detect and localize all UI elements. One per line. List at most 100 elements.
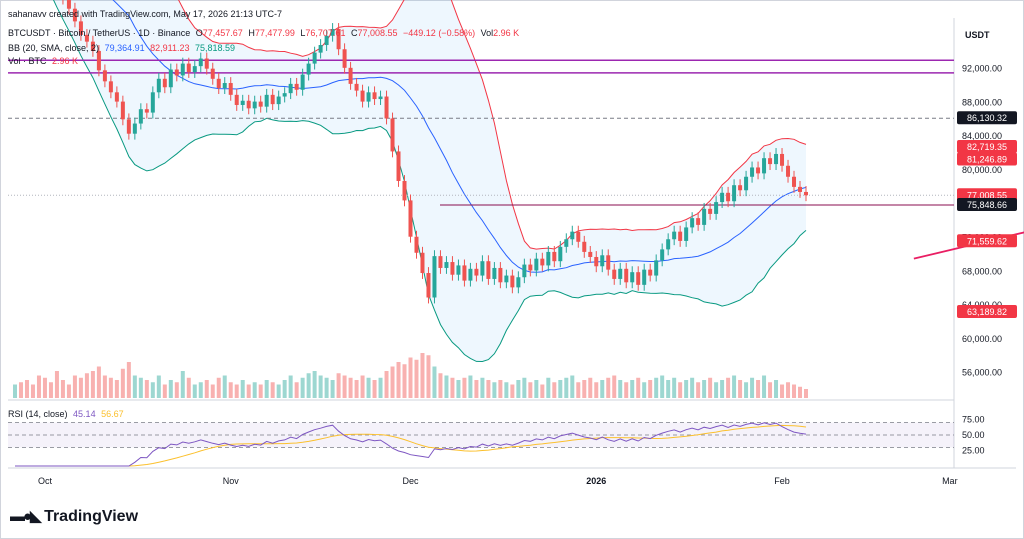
vol-indicator-label: Vol · BTC [8, 56, 47, 66]
rsi-label: RSI (14, close) [8, 409, 68, 419]
x-tick-label: 2026 [586, 476, 606, 486]
candle-body [564, 239, 569, 247]
candle-body [660, 249, 665, 261]
y-tick-label: 80,000.00 [962, 165, 1002, 175]
volume-bar [582, 380, 587, 398]
volume-bar [210, 384, 215, 398]
candle-body [540, 258, 545, 266]
candle-body [528, 264, 533, 271]
candle-body [240, 100, 245, 105]
volume-bar [480, 377, 485, 398]
volume-bar [324, 377, 329, 398]
volume-bar [462, 377, 467, 398]
volume-bar [372, 380, 377, 398]
rsi-tick-label: 25.00 [962, 446, 985, 456]
volume-bar [498, 380, 503, 398]
candle-body [360, 90, 365, 102]
volume-bar [174, 382, 179, 398]
volume-bar [432, 366, 437, 398]
candle-body [438, 256, 443, 268]
volume-bar [780, 384, 785, 398]
candle-body [132, 123, 137, 134]
candle-body [714, 202, 719, 214]
candle-body [684, 227, 689, 241]
price-tag-label: 75,848.66 [967, 200, 1007, 210]
candle-body [756, 167, 761, 174]
candle-body [396, 151, 401, 181]
candle-body [768, 158, 773, 165]
volume-bar [36, 375, 41, 398]
volume-bar [84, 373, 89, 398]
candle-body [804, 191, 808, 196]
volume-bar [702, 380, 707, 398]
candle-body [480, 261, 485, 276]
rsi-legend[interactable]: RSI (14, close) 45.14 56.67 [8, 409, 127, 419]
candle-body [606, 255, 611, 270]
candle-body [624, 268, 629, 283]
volume-bar [78, 377, 83, 398]
candle-body [522, 264, 527, 278]
volume-bar [468, 375, 473, 398]
y-tick-label: 56,000.00 [962, 368, 1002, 378]
candle-body [618, 268, 623, 279]
candle-body [270, 94, 275, 105]
volume-bar [156, 375, 161, 398]
volume-bar [444, 375, 449, 398]
currency-label[interactable]: USDT [965, 30, 990, 40]
price-tag-bg [957, 111, 1017, 125]
volume-bar [162, 384, 167, 398]
candle-body [216, 78, 221, 89]
bb-upper-line [178, 0, 807, 250]
volume-bar [90, 371, 95, 398]
candle-body [462, 265, 467, 281]
candle-body [114, 92, 119, 102]
volume-bar [678, 382, 683, 398]
candle-body [762, 158, 767, 174]
volume-bar [234, 384, 239, 398]
candle-body [186, 63, 191, 73]
x-tick-label: Oct [38, 476, 53, 486]
volume-bar [150, 382, 155, 398]
volume-bar [474, 380, 479, 398]
rsi-tick-label: 50.00 [962, 430, 985, 440]
volume-bar [438, 373, 443, 398]
candle-body [168, 69, 173, 88]
candle-body [510, 275, 515, 288]
volume-bar [726, 377, 731, 398]
volume-bar [66, 384, 71, 398]
candle-body [654, 260, 659, 276]
candle-body [312, 52, 317, 64]
volume-bar [13, 384, 17, 398]
volume-bar [354, 380, 359, 398]
candle-body [66, 0, 71, 9]
volume-bar [786, 382, 791, 398]
candle-body [348, 67, 353, 84]
symbol-label[interactable]: BTCUSDT · Bitcoin / TetherUS · 1D · Bina… [8, 28, 191, 38]
volume-bar [108, 377, 113, 398]
volume-bar [720, 380, 725, 398]
candle-body [228, 83, 233, 95]
bb-legend[interactable]: BB (20, SMA, close, 2) 79,364.91 82,911.… [8, 43, 238, 53]
candle-body [108, 81, 113, 93]
vol-legend[interactable]: Vol · BTC 2.96 K [8, 56, 81, 66]
candle-body [90, 41, 95, 51]
volume-bar [564, 377, 569, 398]
volume-bar [750, 377, 755, 398]
candle-body [732, 185, 737, 202]
vol-label: Vol [480, 28, 494, 38]
volume-bar [606, 377, 611, 398]
volume-bar [360, 375, 365, 398]
volume-bar [390, 366, 395, 398]
volume-bar [402, 364, 407, 398]
volume-bar [306, 373, 311, 398]
tradingview-logo[interactable]: ▬●◣ TradingView [10, 507, 138, 526]
candle-body [594, 256, 599, 267]
bb-basis-value: 79,364.91 [104, 43, 145, 53]
volume-bar [534, 380, 539, 398]
volume-bar [510, 384, 515, 398]
candle-body [780, 153, 785, 166]
volume-bar [762, 375, 767, 398]
volume-bar [378, 377, 383, 398]
